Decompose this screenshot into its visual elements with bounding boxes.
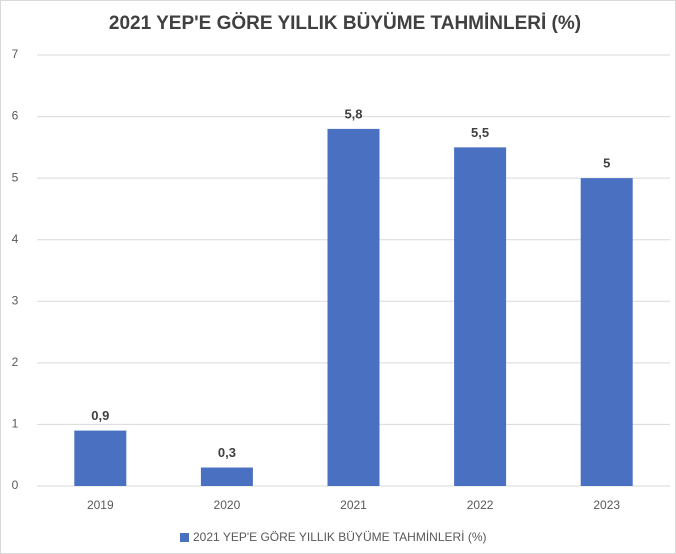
x-tick-label: 2023 xyxy=(593,498,620,512)
bar xyxy=(200,467,253,486)
x-tick-label: 2021 xyxy=(340,498,367,512)
data-label: 0,9 xyxy=(91,408,109,423)
x-tick-label: 2019 xyxy=(87,498,114,512)
y-tick-label: 4 xyxy=(12,232,19,246)
bar xyxy=(327,128,380,486)
x-tick-label: 2020 xyxy=(214,498,241,512)
bar xyxy=(74,430,127,486)
y-tick-label: 7 xyxy=(12,47,19,61)
x-tick-label: 2022 xyxy=(467,498,494,512)
y-tick-label: 6 xyxy=(12,109,19,123)
y-tick-label: 2 xyxy=(12,355,19,369)
data-label: 0,3 xyxy=(218,445,236,460)
bar xyxy=(580,178,633,486)
bar xyxy=(454,147,507,486)
data-label: 5,8 xyxy=(344,106,362,121)
data-label: 5,5 xyxy=(471,125,489,140)
legend-swatch xyxy=(180,533,189,542)
chart-title: 2021 YEP'E GÖRE YILLIK BÜYÜME TAHMİNLERİ… xyxy=(109,13,581,34)
data-label: 5 xyxy=(603,156,610,171)
y-tick-label: 0 xyxy=(12,478,19,492)
y-tick-label: 5 xyxy=(12,170,19,184)
legend-label: 2021 YEP'E GÖRE YILLIK BÜYÜME TAHMİNLERİ… xyxy=(193,530,487,544)
y-tick-label: 1 xyxy=(12,417,19,431)
y-tick-label: 3 xyxy=(12,293,19,307)
